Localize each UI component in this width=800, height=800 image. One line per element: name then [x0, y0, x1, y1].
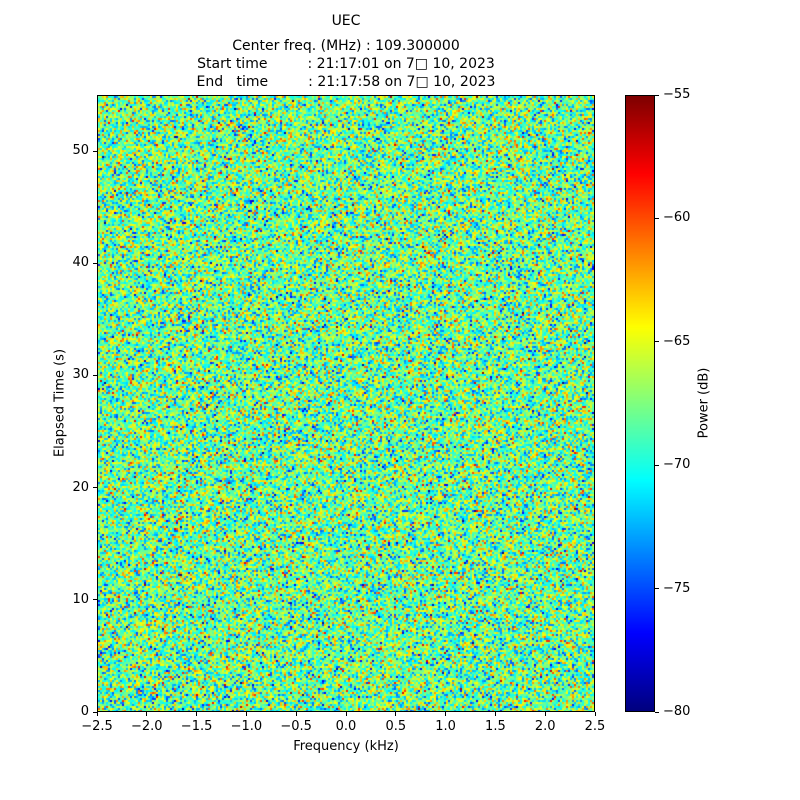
- colorbar-tick-label: −80: [663, 704, 691, 719]
- colorbar-tick-label: −65: [663, 333, 691, 349]
- y-tick-mark: [93, 711, 97, 713]
- colorbar-gradient: [626, 96, 654, 711]
- x-tick-mark: [494, 712, 496, 716]
- y-tick-mark: [93, 150, 97, 152]
- x-tick-mark: [395, 712, 397, 716]
- colorbar-tick-mark: [655, 464, 659, 466]
- y-tick-label: 30: [72, 367, 89, 383]
- x-tick-mark: [295, 712, 297, 716]
- colorbar-tick-mark: [655, 341, 659, 343]
- colorbar-tick-label: −70: [663, 457, 691, 473]
- colorbar-tick-mark: [655, 588, 659, 590]
- y-tick-label: 0: [80, 704, 89, 719]
- colorbar: [625, 95, 655, 712]
- colorbar-tick-mark: [655, 94, 659, 96]
- y-axis-label: Elapsed Time (s): [52, 348, 68, 458]
- colorbar-tick-mark: [655, 217, 659, 219]
- figure-title: UEC: [331, 13, 361, 29]
- x-tick-mark: [594, 712, 596, 716]
- x-tick-label: 2.0: [534, 719, 556, 734]
- x-tick-mark: [96, 712, 98, 716]
- colorbar-tick-label: −75: [663, 580, 691, 596]
- colorbar-tick-mark: [655, 711, 659, 713]
- y-tick-mark: [93, 599, 97, 601]
- start-time-line: Start time : 21:17:01 on 7□ 10, 2023: [197, 56, 495, 72]
- x-tick-label: −1.0: [230, 719, 263, 734]
- x-tick-mark: [544, 712, 546, 716]
- x-tick-label: 0.5: [385, 719, 407, 734]
- x-tick-label: −2.0: [131, 719, 163, 734]
- x-axis-label: Frequency (kHz): [293, 739, 399, 754]
- x-tick-label: 2.5: [584, 719, 606, 734]
- y-tick-label: 20: [72, 479, 89, 495]
- x-tick-mark: [345, 712, 347, 716]
- colorbar-label: Power (dB): [696, 367, 712, 439]
- x-tick-mark: [196, 712, 198, 716]
- x-tick-label: −2.5: [81, 719, 113, 734]
- x-tick-label: −0.5: [280, 719, 312, 734]
- y-tick-mark: [93, 374, 97, 376]
- y-tick-mark: [93, 262, 97, 264]
- x-tick-label: −1.5: [180, 719, 213, 734]
- y-tick-label: 40: [72, 255, 89, 271]
- spectrogram-image: [98, 96, 594, 711]
- x-tick-label: 1.0: [435, 719, 456, 734]
- x-tick-mark: [146, 712, 148, 716]
- spectrogram-plot: [97, 95, 595, 712]
- x-tick-label: 1.5: [485, 719, 506, 734]
- y-tick-label: 50: [72, 143, 89, 159]
- colorbar-tick-label: −60: [663, 210, 691, 226]
- center-freq-line: Center freq. (MHz) : 109.300000: [232, 38, 460, 54]
- x-tick-label: 0.0: [335, 719, 357, 734]
- figure-header: UEC Center freq. (MHz) : 109.300000 Star…: [97, 12, 595, 91]
- colorbar-tick-label: −55: [663, 87, 691, 102]
- y-tick-label: 10: [72, 591, 89, 607]
- y-tick-mark: [93, 487, 97, 489]
- end-time-line: End time : 21:17:58 on 7□ 10, 2023: [196, 74, 496, 90]
- x-tick-mark: [445, 712, 447, 716]
- x-tick-mark: [245, 712, 247, 716]
